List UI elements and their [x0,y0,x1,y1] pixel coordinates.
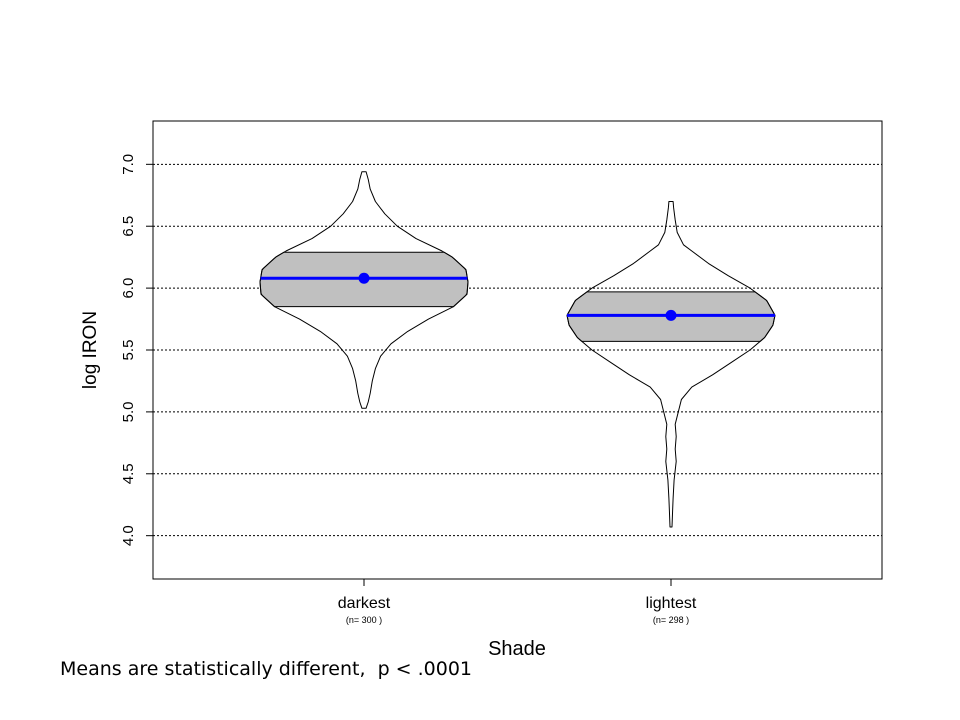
mean-point [665,309,677,321]
count-label: (n= 298 ) [653,615,689,625]
x-tick-label: darkest [338,595,391,612]
x-axis-label: Shade [488,638,546,660]
mean-point [358,272,370,284]
violin-outline [566,201,776,528]
x-tick-label: lightest [646,595,697,612]
y-axis: 4.0 4.5 5.0 5.5 6.0 6.5 7.0 [120,154,153,546]
y-tick-label: 7.0 [120,154,137,175]
violin-outline [259,171,469,409]
violin-darkest [259,171,469,409]
grid-lines [153,163,882,537]
x-axis: darkest (n= 300 ) lightest (n= 298 ) [338,579,697,625]
y-tick-label: 6.5 [120,216,137,237]
count-label: (n= 300 ) [346,615,382,625]
y-tick-label: 5.0 [120,401,137,422]
y-tick-label: 4.0 [120,525,137,546]
y-tick-label: 6.0 [120,278,137,299]
y-tick-label: 5.5 [120,340,137,361]
y-tick-label: 4.5 [120,463,137,484]
y-axis-label: log IRON [80,311,101,389]
caption: Means are statistically different, p < .… [60,658,473,680]
violin-lightest [566,201,776,528]
violins [259,171,776,528]
